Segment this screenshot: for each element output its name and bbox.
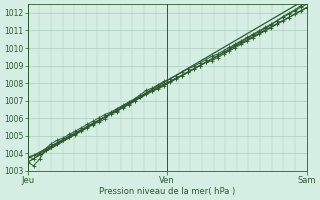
X-axis label: Pression niveau de la mer( hPa ): Pression niveau de la mer( hPa ) xyxy=(99,187,235,196)
